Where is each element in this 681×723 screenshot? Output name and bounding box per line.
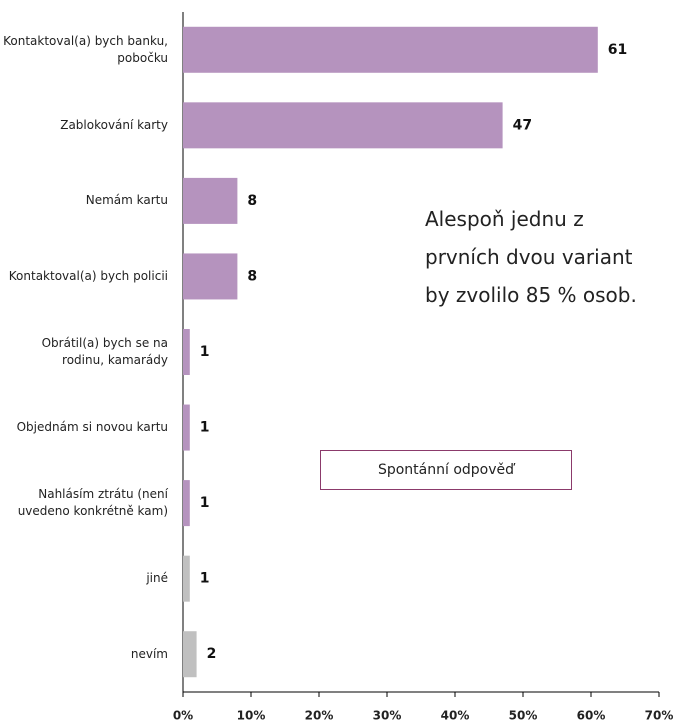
value-label: 1 [200,571,210,587]
category-label: Zablokování karty [60,117,168,132]
bar [183,26,598,73]
x-tick-label: 30% [373,709,402,723]
bar [183,329,190,375]
bar [183,102,503,149]
x-tick-label: 50% [509,709,538,723]
category-label: Objednám si novou kartu [16,420,168,435]
value-label: 47 [513,117,532,133]
category-label: Nahlásím ztrátu (není uvedeno konkrétně … [17,487,168,519]
x-tick-label: 20% [305,709,334,723]
value-label: 1 [200,344,210,360]
bar [183,480,190,527]
value-label: 61 [608,42,627,58]
x-tick-label: 60% [577,709,606,723]
category-label: Kontaktoval(a) bych banku, pobočku [3,33,168,65]
category-label: jiné [146,571,168,586]
x-tick-label: 70% [645,709,674,723]
x-tick-label: 0% [173,709,193,723]
bar [183,631,197,678]
category-label: nevím [130,646,168,661]
category-label: Kontaktoval(a) bych policii [8,268,168,283]
bar [183,177,238,224]
category-label: Nemám kartu [85,193,168,208]
bar [183,555,190,602]
value-label: 1 [200,495,210,511]
annotation: Alespoň jednu z prvních dvou variant by … [425,207,637,307]
legend-box: Spontánní odpověď [320,450,572,490]
x-tick-label: 40% [441,709,470,723]
value-label: 8 [247,268,257,284]
value-label: 8 [247,193,257,209]
value-label: 1 [200,420,210,436]
bar [183,404,190,451]
category-label: Obrátil(a) bych se na rodinu, kamarády [41,335,168,367]
bar [183,253,238,300]
value-label: 2 [207,646,217,662]
x-tick-label: 10% [237,709,266,723]
